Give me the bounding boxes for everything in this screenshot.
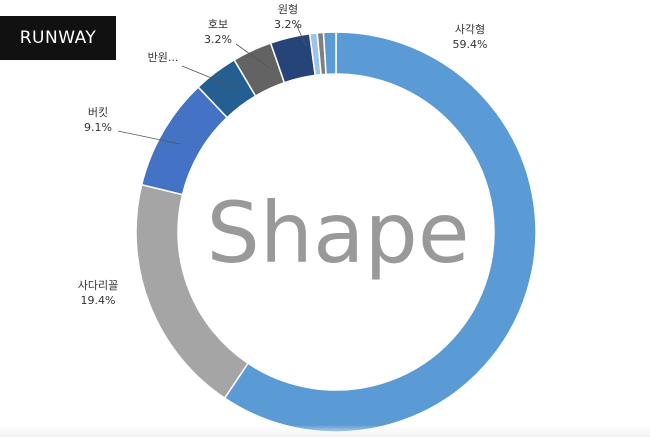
slice-label-버킷: 버킷 9.1% bbox=[84, 106, 112, 134]
leader-line-호보 bbox=[235, 43, 269, 68]
slice-label-반원...: 반원... bbox=[148, 51, 179, 64]
slice-value-사각형: 59.4% bbox=[453, 38, 488, 51]
slice-label-원형: 원형 3.2% bbox=[274, 3, 302, 31]
donut-slices bbox=[135, 31, 537, 433]
slice-value-원형: 3.2% bbox=[274, 18, 302, 31]
slice-labels: 사각형 59.4% 사다리꼴 19.4% 버킷 9.1% 반원... 호보 3.2% 원형 3.2% bbox=[78, 3, 488, 307]
slice-label-사다리꼴: 사다리꼴 19.4% bbox=[78, 279, 118, 307]
bottom-fade bbox=[0, 425, 650, 437]
leader-line-반원... bbox=[181, 65, 237, 89]
slice-label-호보: 호보 3.2% bbox=[204, 18, 232, 46]
slice-name-호보: 호보 bbox=[208, 18, 228, 31]
slice-value-호보: 3.2% bbox=[204, 33, 232, 46]
slice-minor-8 bbox=[322, 31, 337, 76]
brand-label: RUNWAY bbox=[19, 28, 97, 48]
brand-badge: RUNWAY bbox=[0, 16, 116, 60]
center-label: Shape bbox=[206, 184, 469, 282]
slice-name-사각형: 사각형 bbox=[455, 23, 485, 36]
leader-lines bbox=[117, 23, 307, 145]
slice-name-사다리꼴: 사다리꼴 bbox=[78, 279, 118, 292]
slice-name-원형: 원형 bbox=[278, 3, 298, 16]
slice-value-버킷: 9.1% bbox=[84, 121, 112, 134]
leader-line-원형 bbox=[295, 23, 307, 47]
slice-value-사다리꼴: 19.4% bbox=[81, 294, 116, 307]
slice-name-반원...: 반원... bbox=[148, 51, 179, 64]
slice-name-버킷: 버킷 bbox=[88, 106, 108, 119]
slice-사각형 bbox=[223, 31, 537, 433]
leader-line-버킷 bbox=[117, 130, 181, 145]
slice-label-사각형: 사각형 59.4% bbox=[453, 23, 488, 51]
